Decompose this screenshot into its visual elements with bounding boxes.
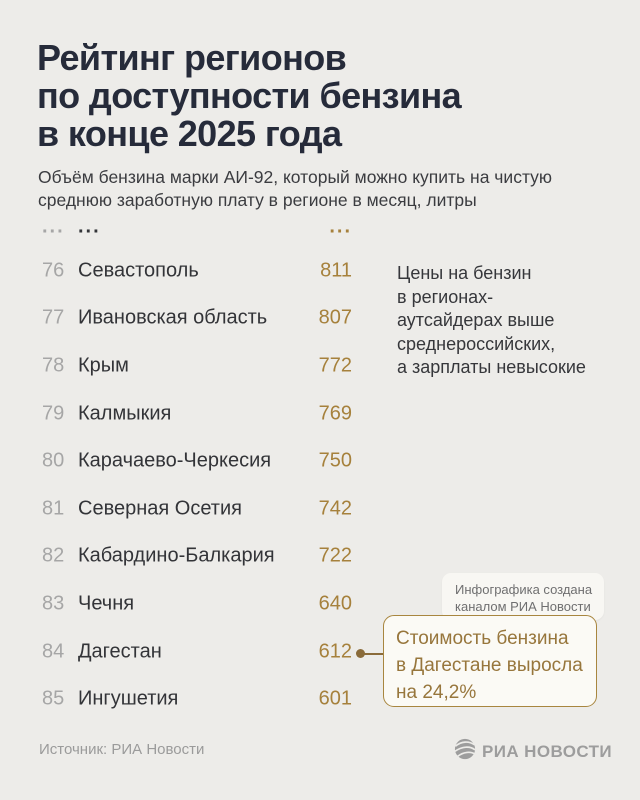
callout-line-2: в Дагестане выросла xyxy=(396,655,583,676)
outsiders-annotation: Цены на бензин в регионах- аутсайдерах в… xyxy=(397,262,617,380)
table-row: 83 Чечня 640 xyxy=(38,580,358,628)
region-cell: Северная Осетия xyxy=(78,497,242,520)
region-cell: Калмыкия xyxy=(78,402,172,425)
region-cell: Карачаево-Черкесия xyxy=(78,449,272,472)
table-row: 84 Дагестан 612 xyxy=(38,628,358,676)
rank-cell: 81 xyxy=(42,497,65,520)
value-cell: 772 xyxy=(318,354,352,377)
callout-line-3: на 24,2% xyxy=(396,682,477,703)
page-title: Рейтинг регионов по доступности бензина … xyxy=(37,39,617,153)
ellipsis-region: ... xyxy=(78,215,101,238)
value-cell: 750 xyxy=(318,449,352,472)
rank-cell: 82 xyxy=(42,544,65,567)
value-cell: 742 xyxy=(318,497,352,520)
region-cell: Ивановская область xyxy=(78,306,268,329)
rank-cell: 79 xyxy=(42,402,65,425)
table-row: 85 Ингушетия 601 xyxy=(38,675,358,723)
rank-cell: 85 xyxy=(42,687,65,710)
callout-connector-dot xyxy=(356,649,365,658)
region-cell: Севастополь xyxy=(78,259,199,282)
value-cell: 722 xyxy=(318,544,352,567)
dagestan-callout: Стоимость бензина в Дагестане выросла на… xyxy=(383,615,597,707)
table-ellipsis-row: ... ... ... xyxy=(38,214,358,240)
rank-cell: 83 xyxy=(42,592,65,615)
ria-globe-icon xyxy=(454,738,476,765)
table-row: 78 Крым 772 xyxy=(38,342,358,390)
table-row: 76 Севастополь 811 xyxy=(38,247,358,295)
rank-cell: 78 xyxy=(42,354,65,377)
rank-cell: 80 xyxy=(42,449,65,472)
table-row: 80 Карачаево-Черкесия 750 xyxy=(38,437,358,485)
annotation-line-3: аутсайдерах выше xyxy=(397,310,555,330)
value-cell: 769 xyxy=(318,402,352,425)
credit-line-1: Инфографика создана xyxy=(455,582,593,597)
callout-line-1: Стоимость бензина xyxy=(396,628,569,649)
region-cell: Чечня xyxy=(78,592,135,615)
callout-connector-line xyxy=(362,652,383,655)
ellipsis-rank: ... xyxy=(42,215,65,238)
ria-logo-text: РИА НОВОСТИ xyxy=(482,741,612,761)
title-line-3: в конце 2025 года xyxy=(37,113,342,154)
value-cell: 640 xyxy=(318,592,352,615)
table-row: 81 Северная Осетия 742 xyxy=(38,485,358,533)
annotation-line-5: а зарплаты невысокие xyxy=(397,357,586,377)
annotation-line-4: среднероссийских, xyxy=(397,333,556,354)
table-row: 82 Кабардино-Балкария 722 xyxy=(38,533,358,581)
subtitle-line-1: Объём бензина марки АИ-92, который можно… xyxy=(38,167,553,187)
subtitle-line-2: среднюю заработную плату в регионе в мес… xyxy=(38,190,477,210)
ellipsis-value: ... xyxy=(329,215,352,238)
region-cell: Дагестан xyxy=(78,640,162,663)
rank-cell: 84 xyxy=(42,640,65,663)
annotation-line-2: в регионах- xyxy=(397,286,494,307)
annotation-line-1: Цены на бензин xyxy=(397,263,532,283)
value-cell: 807 xyxy=(318,306,352,329)
credit-box: Инфографика создана каналом РИА Новости xyxy=(442,573,604,620)
region-cell: Крым xyxy=(78,354,129,377)
rating-table: 76 Севастополь 811 77 Ивановская область… xyxy=(38,247,358,723)
source-text: Источник: РИА Новости xyxy=(39,741,205,758)
title-line-2: по доступности бензина xyxy=(37,75,462,116)
value-cell: 612 xyxy=(318,640,352,663)
region-cell: Ингушетия xyxy=(78,687,179,710)
rank-cell: 77 xyxy=(42,306,65,329)
value-cell: 811 xyxy=(320,259,352,282)
title-line-1: Рейтинг регионов xyxy=(37,37,347,78)
table-row: 77 Ивановская область 807 xyxy=(38,295,358,343)
value-cell: 601 xyxy=(318,687,352,710)
page-subtitle: Объём бензина марки АИ-92, который можно… xyxy=(38,166,618,212)
region-cell: Кабардино-Балкария xyxy=(78,544,275,567)
table-row: 79 Калмыкия 769 xyxy=(38,390,358,438)
credit-line-2: каналом РИА Новости xyxy=(455,599,591,614)
rank-cell: 76 xyxy=(42,259,65,282)
ria-logo: РИА НОВОСТИ xyxy=(454,738,612,765)
